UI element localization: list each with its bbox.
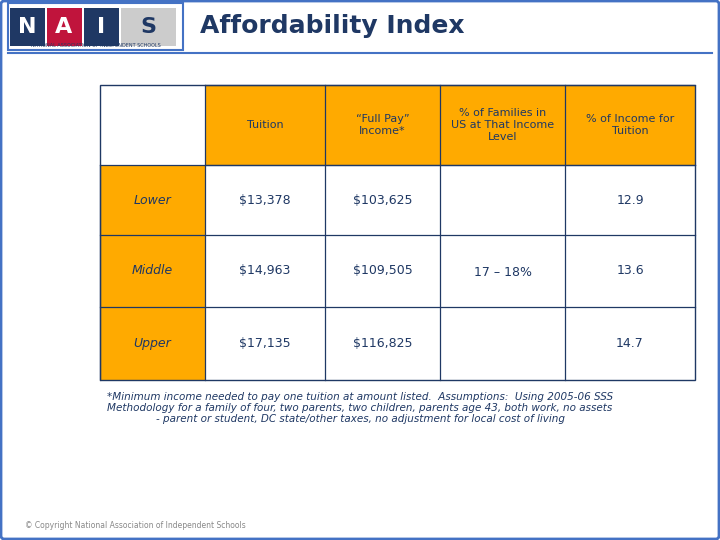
Bar — [100, 235, 205, 307]
Text: N: N — [18, 17, 36, 37]
Text: $116,825: $116,825 — [353, 337, 413, 350]
Text: Upper: Upper — [134, 337, 171, 350]
Text: A: A — [55, 17, 73, 37]
Bar — [10, 8, 45, 46]
Bar — [565, 85, 695, 165]
Bar — [205, 307, 325, 380]
Text: “Full Pay”
Income*: “Full Pay” Income* — [356, 114, 409, 136]
Text: 17 – 18%: 17 – 18% — [474, 266, 531, 279]
Bar — [47, 8, 82, 46]
Text: % of Income for
Tuition: % of Income for Tuition — [586, 114, 674, 136]
Bar — [565, 307, 695, 380]
Bar — [325, 235, 440, 307]
Text: 14.7: 14.7 — [616, 337, 644, 350]
Text: $14,963: $14,963 — [239, 265, 291, 278]
Text: I: I — [97, 17, 105, 37]
Bar — [565, 235, 695, 307]
Text: - parent or student, DC state/other taxes, no adjustment for local cost of livin: - parent or student, DC state/other taxe… — [156, 414, 564, 424]
Bar — [100, 165, 205, 235]
Bar — [100, 307, 205, 380]
Text: Tuition: Tuition — [247, 120, 283, 130]
Text: $13,378: $13,378 — [239, 193, 291, 206]
Text: *Minimum income needed to pay one tuition at amount listed.  Assumptions:  Using: *Minimum income needed to pay one tuitio… — [107, 392, 613, 402]
Bar — [440, 85, 565, 165]
Bar — [440, 235, 565, 307]
Bar — [325, 307, 440, 380]
Bar — [565, 165, 695, 235]
Bar — [205, 85, 325, 165]
Bar — [325, 165, 440, 235]
Text: $103,625: $103,625 — [353, 193, 413, 206]
Bar — [100, 85, 205, 165]
Text: $17,135: $17,135 — [239, 337, 291, 350]
Bar — [440, 307, 565, 380]
Text: © Copyright National Association of Independent Schools: © Copyright National Association of Inde… — [25, 521, 246, 530]
Bar — [84, 8, 119, 46]
Bar — [8, 3, 183, 50]
Bar — [205, 235, 325, 307]
Bar — [100, 85, 695, 380]
Text: Methodology for a family of four, two parents, two children, parents age 43, bot: Methodology for a family of four, two pa… — [107, 403, 613, 413]
Text: NATIONAL ASSOCIATION OF INDEPENDENT SCHOOLS: NATIONAL ASSOCIATION OF INDEPENDENT SCHO… — [31, 43, 161, 48]
Bar — [121, 8, 176, 46]
Text: 12.9: 12.9 — [616, 193, 644, 206]
Text: S: S — [140, 17, 156, 37]
Text: $109,505: $109,505 — [353, 265, 413, 278]
Text: 13.6: 13.6 — [616, 265, 644, 278]
Text: Lower: Lower — [134, 193, 171, 206]
Bar — [325, 85, 440, 165]
Bar — [440, 165, 565, 235]
Text: % of Families in
US at That Income
Level: % of Families in US at That Income Level — [451, 107, 554, 143]
Bar — [205, 165, 325, 235]
Text: Middle: Middle — [132, 265, 173, 278]
Text: Affordability Index: Affordability Index — [200, 14, 464, 38]
